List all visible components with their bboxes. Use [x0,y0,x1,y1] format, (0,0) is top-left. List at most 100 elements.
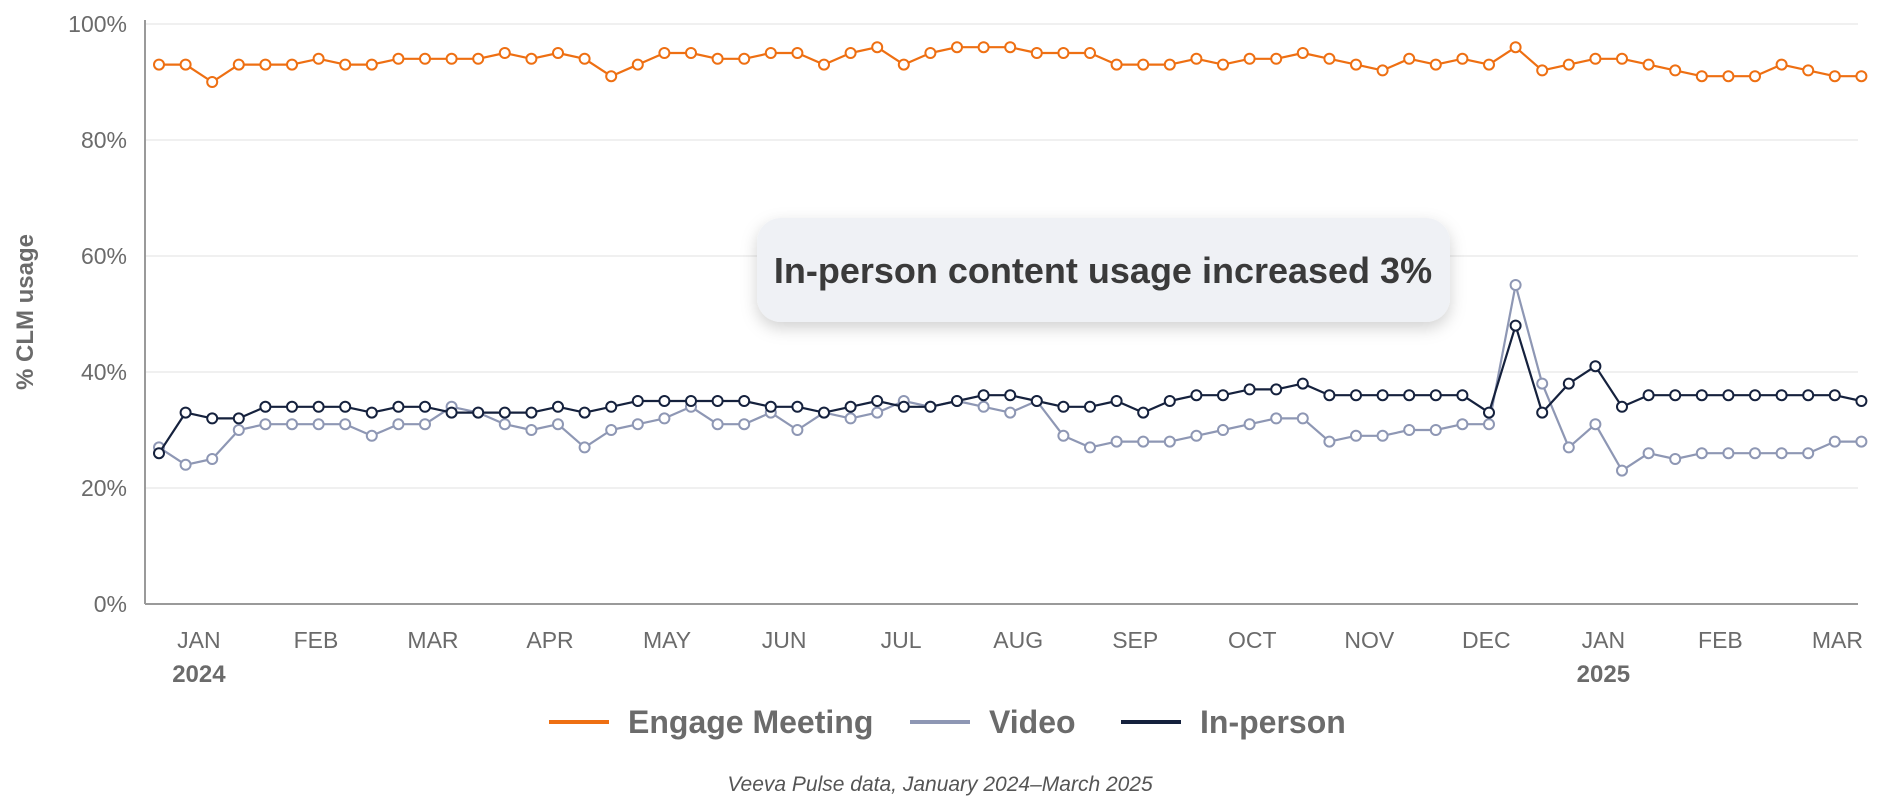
data-point [764,400,777,413]
data-point [738,418,751,431]
data-point [1642,58,1655,71]
data-point [312,418,325,431]
data-point [1483,418,1495,431]
data-point [312,52,325,65]
data-point [1084,441,1096,454]
x-tick-label: JAN [1582,627,1625,653]
x-tick-label: OCT [1228,627,1277,653]
data-point [1536,406,1549,419]
series-lines [153,41,1868,477]
data-point [1749,70,1761,83]
data-point [1429,389,1442,402]
data-point [1190,389,1203,402]
data-point [844,47,857,59]
data-point [605,424,618,436]
data-point [232,58,245,71]
data-point [392,400,405,413]
x-tick-label: MAY [643,627,691,653]
data-point [392,418,405,431]
data-point [1190,429,1203,442]
x-tick-label: JAN [177,627,220,653]
data-point [791,47,804,59]
data-point [685,395,697,407]
data-point [791,400,804,413]
data-point [1775,447,1788,460]
data-point [1722,70,1735,83]
data-point [1403,389,1416,402]
data-point [179,58,192,71]
data-point [818,58,830,71]
data-point [365,406,378,419]
data-point [1323,435,1336,448]
data-point [312,400,325,413]
data-point [153,58,165,71]
data-point [1695,389,1708,402]
y-axis-label: % CLM usage [12,234,39,390]
data-point [1483,58,1495,71]
data-point [1137,58,1150,71]
data-point [1456,389,1469,402]
data-point [871,406,884,419]
data-point [339,400,352,413]
data-point [525,406,538,419]
data-point [445,52,458,65]
data-point [631,395,644,407]
data-point [1509,41,1522,54]
data-point [1642,447,1655,460]
y-tick-label: 100% [68,11,127,37]
legend-label: In-person [1200,704,1346,740]
data-point [472,406,485,419]
data-point [525,424,538,436]
data-point [658,412,671,425]
data-point [1323,52,1336,65]
data-point [1456,418,1469,431]
data-point [552,418,564,431]
data-point [206,453,219,465]
data-point [951,41,963,54]
data-point [1722,389,1735,402]
data-point [1350,389,1362,402]
data-point [1004,406,1017,419]
data-point [525,52,538,65]
data-point [1616,464,1628,477]
data-point [365,429,378,442]
data-point [1509,319,1522,332]
data-point [1802,389,1815,402]
data-point [658,395,671,407]
data-point [1722,447,1735,460]
data-point [1296,412,1309,425]
data-point [1137,435,1150,448]
legend: Engage Meeting Video In-person [549,704,1346,740]
legend-label: Engage Meeting [628,704,873,740]
data-point [1802,64,1815,77]
data-point [1243,383,1256,396]
data-point [1483,406,1495,419]
data-point [818,406,830,419]
data-point [179,458,192,471]
data-point [1775,58,1788,71]
data-point [1323,389,1336,402]
data-point [605,70,618,83]
x-tick-label: FEB [1698,627,1743,653]
y-tick-label: 0% [94,591,127,617]
data-point [897,58,910,71]
data-point [1057,400,1070,413]
data-point [1828,435,1841,448]
data-point [1296,377,1309,390]
x-tick-label: JUN [762,627,807,653]
data-point [871,41,884,54]
data-point [339,58,352,71]
data-point [1509,279,1522,291]
data-point [419,400,431,413]
data-point [1429,58,1442,71]
data-point [1669,64,1682,77]
data-point [1217,424,1229,436]
data-point [1855,435,1868,448]
data-point [711,395,724,407]
data-point [1110,58,1123,71]
data-point [1536,64,1549,77]
data-point [1669,453,1682,465]
x-tick-label: NOV [1344,627,1395,653]
data-point [1376,389,1389,402]
